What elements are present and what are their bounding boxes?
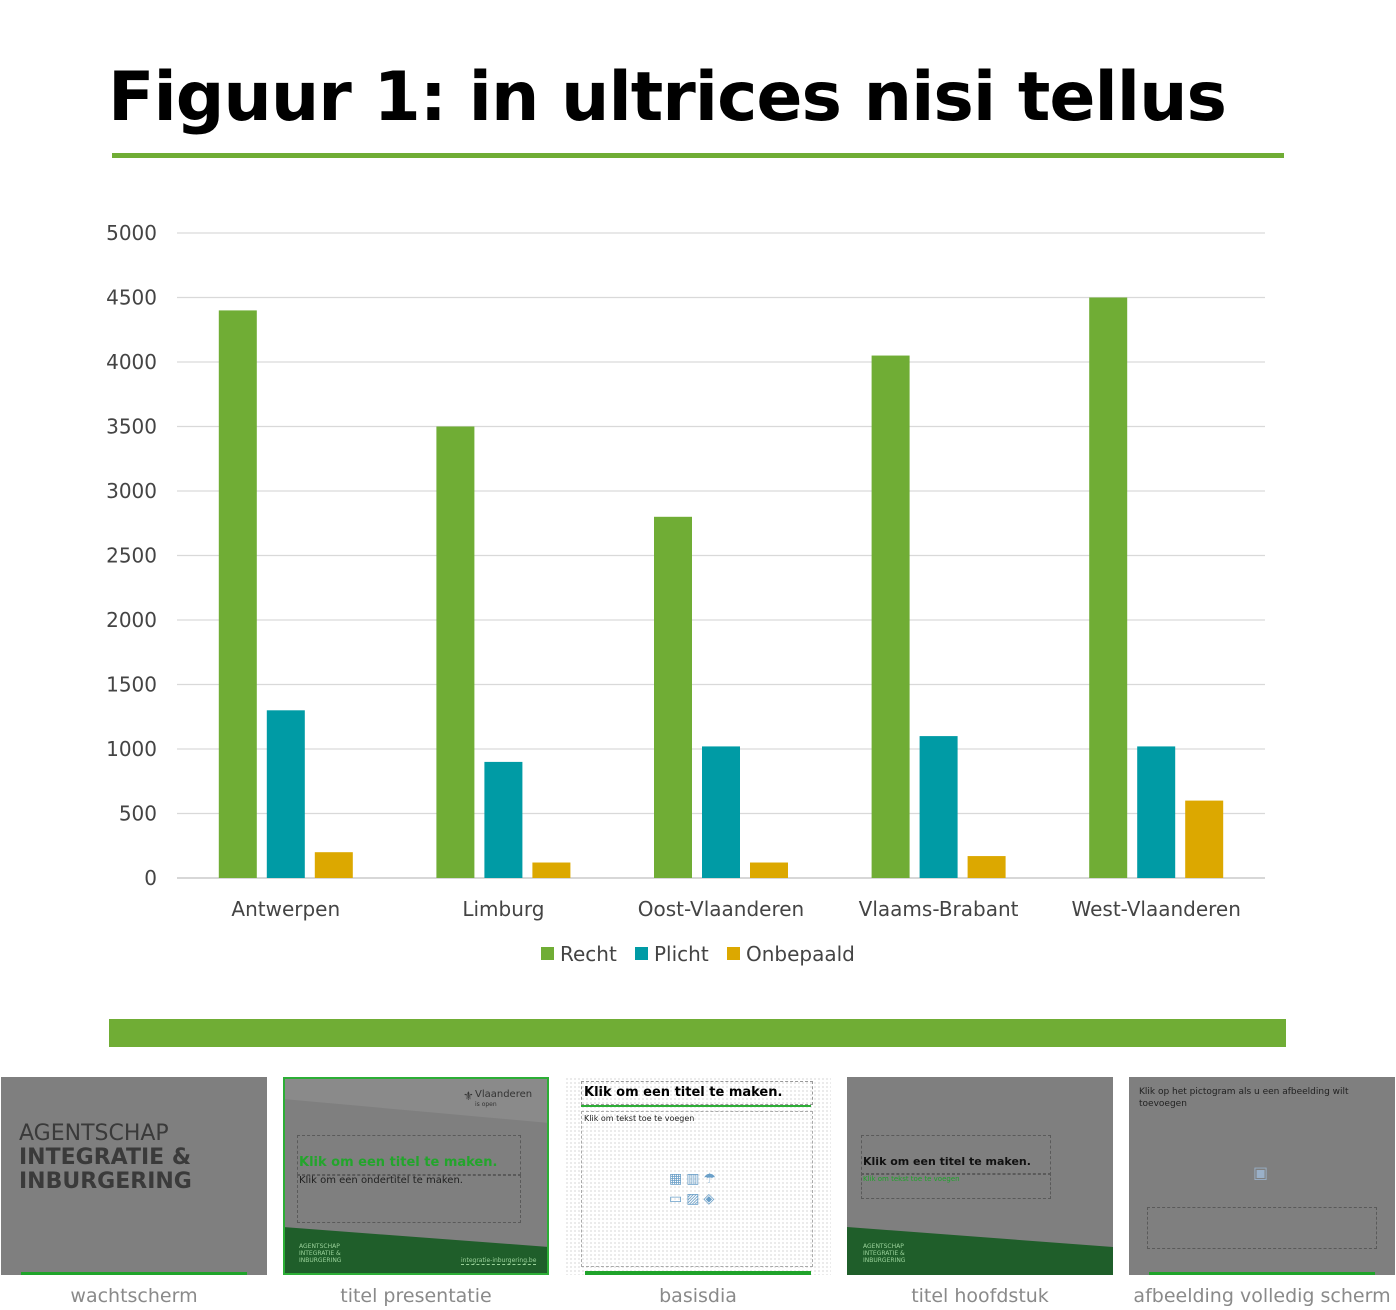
title-underline	[112, 153, 1284, 158]
title-placeholder-box	[297, 1135, 521, 1175]
bar-onbepaald-limburg[interactable]	[532, 862, 571, 878]
bar-recht-antwerpen[interactable]	[218, 310, 257, 878]
bar-recht-limburg[interactable]	[436, 426, 475, 879]
footer-logo-line1: AGENTSCHAP	[863, 1243, 904, 1250]
title-slide-shapes	[283, 1077, 549, 1275]
brand-tagline: is open	[475, 1101, 497, 1108]
legend-label-onbepaald: Onbepaald	[746, 942, 855, 966]
y-tick-label: 3500	[106, 415, 157, 439]
caption-placeholder-box	[1147, 1207, 1377, 1249]
footer-logo-line3: INBURGERING	[299, 1257, 342, 1264]
bar-recht-west-vlaanderen[interactable]	[1089, 297, 1128, 879]
x-tick-label: Limburg	[462, 897, 544, 921]
y-tick-label: 1500	[106, 673, 157, 697]
layout-thumbnail-titel-presentatie[interactable]: Vlaanderen is open ⚜ Klik om een titel t…	[283, 1077, 549, 1275]
bar-onbepaald-west-vlaanderen[interactable]	[1185, 800, 1224, 878]
text-placeholder: Klik om tekst toe te voegen	[863, 1175, 960, 1183]
text-placeholder: Klik om tekst toe te voegen	[584, 1114, 695, 1123]
layout-label-titel-hoofdstuk: titel hoofdstuk	[911, 1285, 1049, 1307]
layout-label-afbeelding-volledig-scherm: afbeelding volledig scherm	[1133, 1285, 1391, 1307]
bar-plicht-antwerpen[interactable]	[266, 710, 305, 878]
chart-y-ticks: 0 500 1000 1500 2000 2500 3000 3500 4000 4500 5000	[106, 221, 157, 890]
legend-label-recht: Recht	[560, 942, 617, 966]
layout-thumbnail-wachtscherm[interactable]: AGENTSCHAP INTEGRATIE & INBURGERING	[1, 1077, 267, 1275]
slide-title[interactable]: Figuur 1: in ultrices nisi tellus	[108, 58, 1227, 137]
footer-band	[109, 1019, 1286, 1047]
y-tick-label: 4500	[106, 286, 157, 310]
thumbnail-accent-bar	[585, 1271, 811, 1275]
content-placeholder-box	[581, 1111, 813, 1267]
x-tick-label: West-Vlaanderen	[1071, 897, 1240, 921]
insert-table-chart-icons: ▦▥☂	[669, 1171, 721, 1187]
bar-plicht-limburg[interactable]	[484, 761, 523, 878]
title-placeholder-box	[581, 1081, 813, 1105]
bar-onbepaald-antwerpen[interactable]	[314, 852, 353, 878]
y-tick-label: 500	[119, 802, 157, 826]
lion-icon: ⚜	[463, 1089, 474, 1103]
text-placeholder-box	[861, 1173, 1051, 1199]
footer-logo-line2: INTEGRATIE &	[299, 1250, 341, 1257]
layout-label-wachtscherm: wachtscherm	[70, 1285, 198, 1307]
bar-recht-oost-vlaanderen[interactable]	[654, 516, 692, 878]
thumbnail-selection-border	[283, 1077, 549, 1275]
thumbnail-accent-bar	[21, 1272, 247, 1275]
layout-label-titel-presentatie: titel presentatie	[340, 1285, 492, 1307]
x-tick-label: Antwerpen	[231, 897, 340, 921]
bar-recht-vlaams-brabant[interactable]	[871, 355, 910, 878]
y-tick-label: 0	[144, 866, 157, 890]
footer-logo-line3: INBURGERING	[863, 1257, 906, 1264]
y-tick-label: 5000	[106, 221, 157, 245]
footer-url: integratie-inburgering.be	[461, 1257, 537, 1265]
legend-swatch-plicht	[635, 947, 648, 960]
subtitle-placeholder: Klik om een ondertitel te maken.	[299, 1175, 463, 1186]
y-tick-label: 1000	[106, 737, 157, 761]
insert-picture-icon: ▣	[1253, 1163, 1269, 1182]
y-tick-label: 3000	[106, 479, 157, 503]
legend-swatch-onbepaald	[727, 947, 740, 960]
chart-gridlines	[177, 232, 1265, 879]
bar-plicht-west-vlaanderen[interactable]	[1137, 746, 1176, 878]
agency-logo-line1: AGENTSCHAP	[19, 1121, 169, 1146]
footer-logo-line1: AGENTSCHAP	[299, 1243, 340, 1250]
footer-logo-line2: INTEGRATIE &	[863, 1250, 905, 1257]
agency-logo-line3: INBURGERING	[19, 1169, 192, 1194]
insert-picture-media-icons: ▭▨◈	[669, 1191, 719, 1207]
picture-placeholder-text: Klik op het pictogram als u een afbeeldi…	[1139, 1087, 1349, 1109]
y-tick-label: 4000	[106, 350, 157, 374]
bar-chart[interactable]: 0 500 1000 1500 2000 2500 3000 3500 4000 4500 5000…	[0, 190, 1396, 980]
title-placeholder-box	[861, 1135, 1051, 1175]
y-tick-label: 2000	[106, 608, 157, 632]
title-placeholder: Klik om een titel te maken.	[299, 1155, 498, 1170]
layout-thumbnail-basisdia[interactable]: Klik om een titel te maken. Klik om teks…	[565, 1077, 831, 1275]
layout-label-basisdia: basisdia	[659, 1285, 737, 1307]
y-tick-label: 2500	[106, 544, 157, 568]
bar-onbepaald-oost-vlaanderen[interactable]	[750, 862, 788, 878]
chart-bars	[218, 297, 1224, 879]
chart-legend: Recht Plicht Onbepaald	[541, 942, 855, 966]
legend-label-plicht: Plicht	[654, 942, 709, 966]
x-tick-label: Vlaams-Brabant	[859, 897, 1019, 921]
chart-x-ticks: Antwerpen Limburg Oost-Vlaanderen Vlaams-Br…	[231, 897, 1240, 921]
title-underline	[581, 1105, 811, 1107]
thumbnail-accent-bar	[1149, 1272, 1375, 1275]
title-placeholder: Klik om een titel te maken.	[863, 1155, 1031, 1168]
layout-thumbnail-titel-hoofdstuk[interactable]: Klik om een titel te maken. Klik om teks…	[847, 1077, 1113, 1275]
subtitle-placeholder-box	[297, 1175, 521, 1223]
brand-name: Vlaanderen	[475, 1089, 533, 1100]
title-placeholder: Klik om een titel te maken.	[584, 1085, 783, 1100]
bar-plicht-oost-vlaanderen[interactable]	[702, 746, 740, 878]
bar-onbepaald-vlaams-brabant[interactable]	[967, 856, 1006, 878]
bar-plicht-vlaams-brabant[interactable]	[919, 736, 958, 878]
x-tick-label: Oost-Vlaanderen	[638, 897, 804, 921]
layout-thumbnail-afbeelding-volledig-scherm[interactable]: Klik op het pictogram als u een afbeeldi…	[1129, 1077, 1395, 1275]
agency-logo-line2: INTEGRATIE &	[19, 1145, 192, 1170]
legend-swatch-recht	[541, 947, 554, 960]
chapter-slide-shapes	[847, 1227, 1113, 1275]
